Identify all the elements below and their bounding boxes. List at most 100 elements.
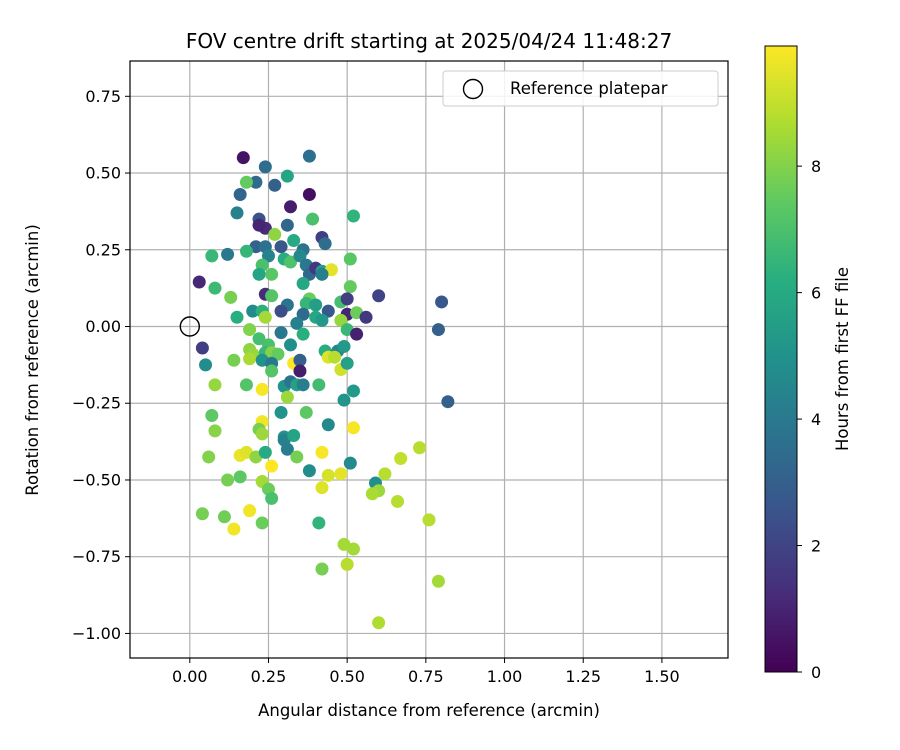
data-point [343,280,357,294]
colorbar: 0 2 4 6 8 Hours from first FF file [764,45,852,682]
x-axis-ticks: 0.00 0.25 0.50 0.75 1.00 1.25 1.50 [172,658,680,686]
data-point [309,298,323,312]
data-point [195,507,209,521]
data-point [293,353,307,367]
data-point [246,304,260,318]
legend-label: Reference platepar [510,79,668,98]
x-tick-label: 0.25 [251,667,287,686]
plot-frame [129,60,729,659]
data-point [302,464,316,478]
data-point [296,327,310,341]
data-point [224,290,238,304]
data-point [192,275,206,289]
data-point [202,450,216,464]
data-point [268,227,282,241]
data-point [441,395,455,409]
data-point [265,491,279,505]
data-point [343,456,357,470]
data-point [221,247,235,261]
data-point [359,310,373,324]
reference-marker-group [179,316,201,337]
data-point [321,418,335,432]
data-point [340,292,354,306]
data-point [296,307,310,321]
legend: Reference platepar [442,70,719,107]
data-point [258,445,272,459]
data-point [243,504,257,518]
data-point [346,542,360,556]
colorbar-tick-label: 2 [811,537,821,556]
data-point [252,218,266,232]
data-point [265,459,279,473]
data-point [217,510,231,524]
x-tick-label: 0.00 [172,667,208,686]
data-point [280,169,294,183]
data-point [208,281,222,295]
grid [130,61,728,658]
data-point [346,384,360,398]
data-point [221,473,235,487]
data-point [265,289,279,303]
data-point [239,244,253,258]
data-point [199,358,213,372]
y-axis-label: Rotation from reference (arcmin) [23,224,42,496]
data-point [287,428,301,442]
data-point [290,450,304,464]
data-point [372,616,386,630]
colorbar-tick-label: 4 [811,410,821,429]
y-axis-ticks: 0.75 0.50 0.25 0.00 −0.25 −0.50 −0.75 −1.00 [72,87,130,643]
y-tick-label: 0.50 [85,164,121,183]
colorbar-label: Hours from first FF file [833,267,852,451]
y-tick-label: −1.00 [72,624,121,643]
data-point [258,160,272,174]
data-point [346,421,360,435]
data-point [340,356,354,370]
data-point [365,487,379,501]
data-point [280,218,294,232]
data-point [413,441,427,455]
data-point [321,304,335,318]
data-point [265,267,279,281]
data-point [315,445,329,459]
data-point [302,149,316,163]
data-point [261,249,275,263]
data-point [293,249,307,263]
data-point [233,188,247,202]
data-point [274,405,288,419]
y-tick-label: 0.75 [85,87,121,106]
legend-reference-marker [462,78,484,100]
legend-box [442,70,719,107]
y-tick-label: −0.50 [72,470,121,489]
data-point [346,209,360,223]
x-tick-label: 0.75 [408,667,444,686]
data-point [274,326,288,340]
data-point [280,390,294,404]
data-point [293,364,307,378]
data-point [391,494,405,508]
data-point [274,240,288,254]
y-tick-label: −0.25 [72,394,121,413]
data-point [284,200,298,214]
data-point [255,427,269,441]
data-point [315,267,329,281]
data-point [208,424,222,438]
data-point [315,562,329,576]
data-point [243,352,257,366]
data-point [230,206,244,220]
data-point [208,378,222,392]
data-point [337,339,351,353]
data-point [287,234,301,248]
data-point [233,470,247,484]
data-point [328,350,342,364]
data-point [343,252,357,266]
data-point [302,188,316,202]
chart-title: FOV centre drift starting at 2025/04/24 … [186,29,672,53]
data-point [435,295,449,309]
colorbar-tick-label: 0 [811,663,821,682]
data-point [205,249,219,263]
data-point [431,323,445,337]
data-point [315,313,329,327]
data-point [239,175,253,189]
data-point [334,467,348,481]
